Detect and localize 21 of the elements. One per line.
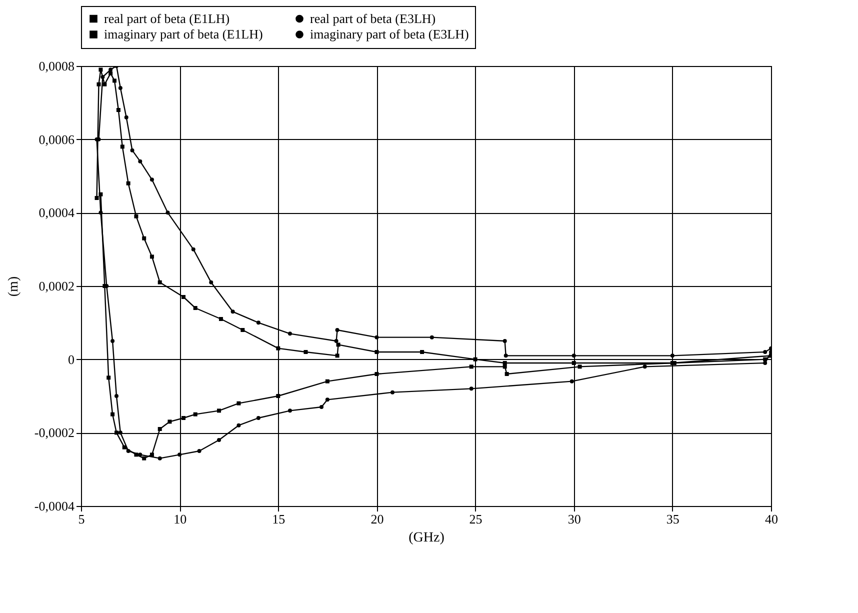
x-tick-label: 25 <box>469 512 482 526</box>
y-tick-label: -0,0002 <box>34 425 74 440</box>
legend-label: real part of beta (E1LH) <box>104 10 230 26</box>
x-tick-label: 10 <box>174 512 187 526</box>
legend-label: real part of beta (E3LH) <box>310 10 436 26</box>
x-tick-label: 40 <box>765 512 778 526</box>
x-tick-label: 15 <box>272 512 286 526</box>
x-axis-title: (GHz) <box>408 530 445 546</box>
x-tick-label: 35 <box>666 512 680 526</box>
y-tick-label: 0 <box>68 352 74 367</box>
y-tick-label: -0,0004 <box>34 498 75 514</box>
legend-label: imaginary part of beta (E1LH) <box>104 26 263 42</box>
y-tick-label: 0,0008 <box>38 58 74 74</box>
x-tick-label: 20 <box>370 512 384 526</box>
y-tick-label: 0,0006 <box>38 132 75 147</box>
x-tick-label: 30 <box>568 512 581 526</box>
legend-label: imaginary part of beta (E3LH) <box>310 26 469 42</box>
y-axis-title: (m) <box>6 276 22 297</box>
y-tick-label: 0,0002 <box>38 278 74 294</box>
x-tick-label: 5 <box>78 512 85 526</box>
y-tick-label: 0,0004 <box>38 205 75 220</box>
